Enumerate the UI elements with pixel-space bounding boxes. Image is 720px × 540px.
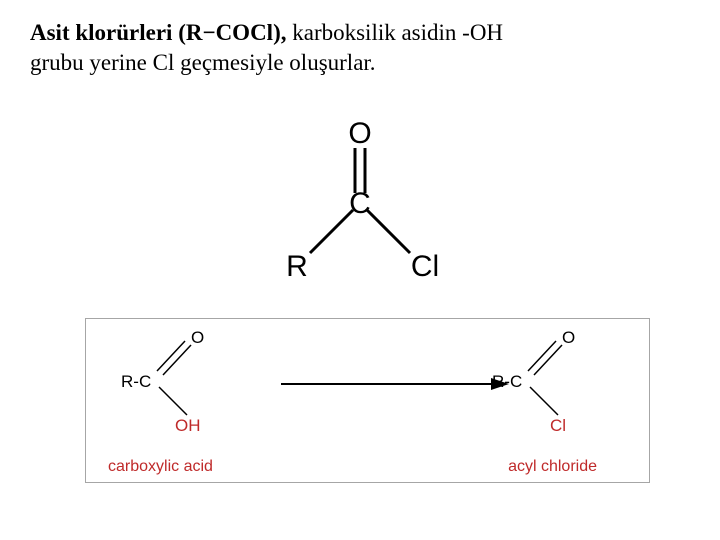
- svg-text:R-C: R-C: [492, 372, 522, 391]
- svg-text:O: O: [562, 328, 575, 347]
- atom-R: R: [286, 250, 308, 283]
- title-text: Asit klorürleri (R−COCl), karboksilik as…: [30, 18, 690, 78]
- title-rest1: karboksilik asidin -OH: [286, 20, 503, 45]
- cl-label: Cl: [550, 416, 566, 435]
- reaction-box: R-C O OH R-C O Cl carboxylic acid acyl c: [85, 318, 650, 483]
- atom-C: C: [349, 187, 371, 220]
- svg-text:R-C: R-C: [121, 372, 151, 391]
- title-bold: Asit klorürleri (R−COCl),: [30, 20, 286, 45]
- svg-text:O: O: [191, 328, 204, 347]
- reaction-arrow-icon: [281, 374, 511, 394]
- title-line2: grubu yerine Cl geçmesiyle oluşurlar.: [30, 50, 376, 75]
- oh-label: OH: [175, 416, 201, 435]
- atom-O: O: [348, 118, 371, 150]
- acyl-chloride-structure: R-C O Cl: [484, 327, 614, 437]
- atom-Cl: Cl: [411, 250, 439, 283]
- acyl-chloride-caption: acyl chloride: [508, 458, 597, 476]
- carboxylic-acid-structure: R-C O OH: [111, 327, 251, 437]
- carboxylic-acid-caption: carboxylic acid: [108, 458, 213, 476]
- main-structure-diagram: O C R Cl: [265, 118, 455, 288]
